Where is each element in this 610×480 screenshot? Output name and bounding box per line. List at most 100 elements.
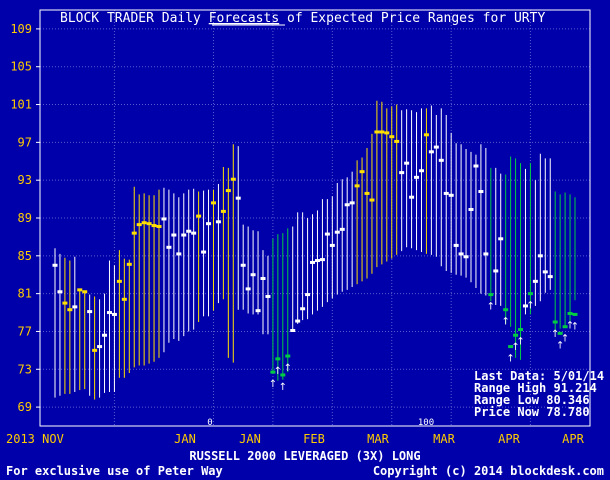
footer-left: For exclusive use of Peter Way [6, 464, 223, 478]
price-mark [280, 373, 286, 377]
y-tick-label: 97 [18, 135, 32, 149]
buy-arrow-icon: ↑ [571, 321, 579, 332]
price-mark [458, 252, 464, 256]
arrow-markers: ↑↑↑↑↑↑↑↑↑↑↑↑↑↑↑ [269, 301, 579, 393]
price-mark [161, 217, 167, 221]
price-mark [225, 189, 231, 193]
price-mark [488, 293, 494, 297]
price-mark [57, 290, 63, 294]
price-mark [126, 262, 132, 266]
price-mark [443, 191, 449, 195]
price-mark [473, 164, 479, 168]
price-mark [206, 222, 212, 226]
price-mark [146, 222, 152, 226]
price-mark [255, 309, 261, 313]
price-mark [572, 312, 578, 316]
x-tick-label: JAN [239, 432, 261, 446]
price-mark [250, 273, 256, 277]
x-tick-label: MAR [433, 432, 455, 446]
price-mark [260, 277, 266, 281]
price-mark [275, 357, 281, 361]
price-mark [191, 231, 197, 235]
price-mark [399, 171, 405, 175]
y-tick-label: 77 [18, 324, 32, 338]
title-part-3: of Expected Price Ranges for URTY [279, 11, 545, 26]
info-price-now: Price Now 78.780 [474, 405, 590, 419]
price-mark [369, 198, 375, 202]
price-mark [215, 220, 221, 224]
y-tick-label: 101 [10, 98, 32, 112]
price-mark [557, 331, 563, 335]
price-mark [508, 345, 514, 349]
price-mark [210, 201, 216, 205]
price-mark [404, 161, 410, 165]
price-mark [349, 201, 355, 205]
x-tick-label: APR [562, 432, 584, 446]
price-mark [196, 214, 202, 218]
price-mark [414, 175, 420, 179]
buy-arrow-icon: ↑ [526, 301, 534, 312]
y-tick-label: 89 [18, 211, 32, 225]
price-mark [305, 293, 311, 297]
price-mark [270, 370, 276, 374]
x-scale-mark: 100 [418, 418, 434, 428]
y-tick-label: 105 [10, 60, 32, 74]
price-mark [102, 333, 108, 337]
price-mark [518, 328, 524, 332]
price-mark [329, 243, 335, 247]
y-tick-label: 93 [18, 173, 32, 187]
x-tick-label: MAR [367, 432, 389, 446]
price-mark [354, 184, 360, 188]
price-mark [483, 252, 489, 256]
price-mark [428, 150, 434, 154]
price-mark [111, 312, 117, 316]
x-tick-label: APR [498, 432, 520, 446]
price-mark [72, 305, 78, 309]
price-mark [453, 243, 459, 247]
price-mark [166, 245, 172, 249]
price-mark [463, 255, 469, 259]
price-mark [567, 311, 573, 315]
buy-arrow-icon: ↑ [566, 320, 574, 331]
buy-arrow-icon: ↑ [561, 334, 569, 345]
x-axis-ticks: 2013 NOV JAN JAN FEB MAR MAR APR APR 0 100 [6, 418, 585, 446]
y-tick-label: 81 [18, 287, 32, 301]
price-mark [87, 310, 93, 314]
price-mark [478, 190, 484, 194]
info-last-data: Last Data: 5/01/14 [474, 369, 604, 383]
price-mark [121, 297, 127, 301]
price-mark [409, 195, 415, 199]
buy-arrow-icon: ↑ [516, 337, 524, 348]
price-mark [527, 292, 533, 296]
price-mark [300, 307, 306, 311]
price-mark [384, 131, 390, 135]
buy-arrow-icon: ↑ [487, 302, 495, 313]
price-mark [552, 320, 558, 324]
price-mark [532, 279, 538, 283]
price-mark [230, 177, 236, 181]
price-mark [151, 224, 157, 228]
forecast-ranges [52, 100, 578, 400]
price-mark [92, 348, 98, 352]
price-mark [240, 263, 246, 267]
x-tick-label: FEB [303, 432, 325, 446]
buy-arrow-icon: ↑ [279, 382, 287, 393]
price-mark [324, 232, 330, 236]
y-tick-label: 73 [18, 362, 32, 376]
buy-arrow-icon: ↑ [556, 340, 564, 351]
price-mark [106, 311, 112, 315]
price-mark [334, 230, 340, 234]
price-mark [418, 169, 424, 173]
price-mark [82, 290, 88, 294]
price-mark [52, 263, 58, 267]
buy-arrow-icon: ↑ [506, 354, 514, 365]
price-mark [423, 133, 429, 137]
price-mark [537, 254, 543, 258]
price-mark [522, 304, 528, 308]
price-mark [359, 170, 365, 174]
price-mark [186, 229, 192, 233]
buy-arrow-icon: ↑ [284, 363, 292, 374]
price-mark [265, 294, 271, 298]
